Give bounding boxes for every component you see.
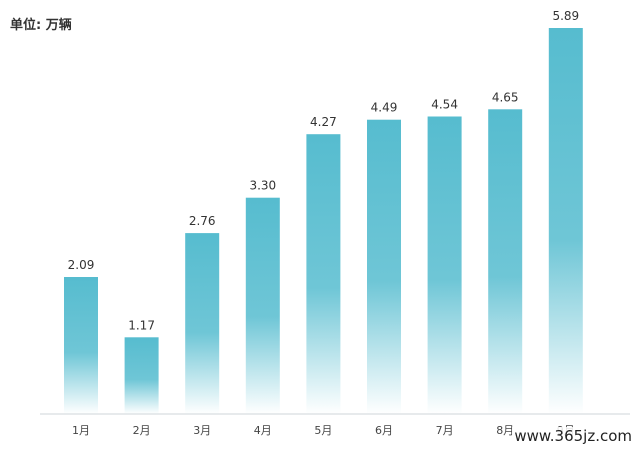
x-tick-label-8: 8月 [496,424,514,437]
x-tick-label-4: 4月 [254,424,272,437]
watermark: www.365jz.com [512,427,634,445]
value-label-1: 2.09 [68,258,95,272]
x-tick-label-2: 2月 [133,424,151,437]
unit-label: 单位: 万辆 [10,18,72,33]
bar-1 [64,277,98,414]
x-tick-label-1: 1月 [72,424,90,437]
value-label-7: 4.54 [431,98,458,112]
bar-8 [488,109,523,415]
x-tick-label-6: 6月 [375,424,393,437]
x-tick-label-7: 7月 [436,424,454,437]
bar-9 [548,28,583,414]
bar-6 [367,119,401,414]
value-label-3: 2.76 [189,214,216,228]
bars-layer: 2.09 1月 1.17 2月 2.76 3月 3.30 4月 4.27 5月 4.49 6月 4.54… [64,9,583,437]
value-label-6: 4.49 [371,101,398,115]
x-tick-label-3: 3月 [193,424,211,437]
bar-4 [245,197,280,414]
value-label-4: 3.30 [249,179,276,193]
value-label-9: 5.89 [552,9,579,23]
value-label-8: 4.65 [492,90,519,104]
bar-2 [124,337,159,414]
x-tick-label-5: 5月 [314,424,332,437]
bar-7 [427,116,462,414]
value-label-5: 4.27 [310,115,337,129]
bar-3 [185,233,220,414]
value-label-2: 1.17 [128,318,155,332]
bar-5 [306,134,341,414]
